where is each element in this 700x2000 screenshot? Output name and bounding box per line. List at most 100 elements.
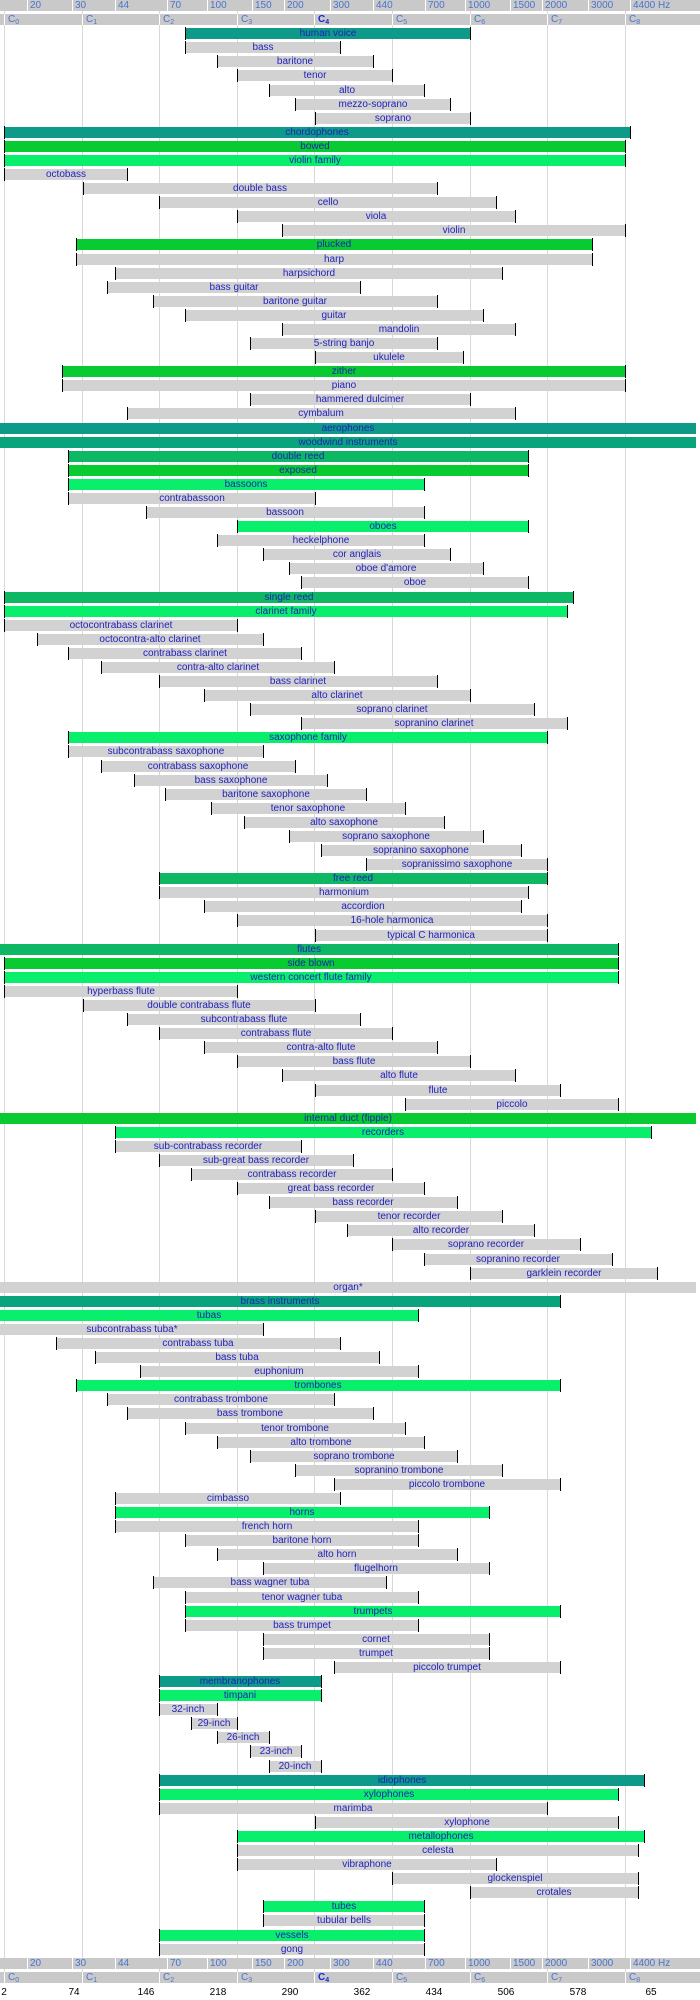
octave-label-c2: C2 xyxy=(163,14,175,26)
instrument-row: octobass xyxy=(0,168,700,181)
range-bar-label: soprano trombone xyxy=(313,1451,395,1462)
family-range-bar xyxy=(4,972,618,983)
range-end-tick xyxy=(217,1731,218,1744)
range-bar-label: sub-contrabass recorder xyxy=(153,1141,263,1152)
frequency-scale-top: 20 30 44 70 100 150 200 300 440 700 1000 1500 2000 30… xyxy=(0,0,700,11)
instrument-range-bar xyxy=(315,1817,618,1828)
range-end-tick xyxy=(76,253,77,266)
range-bar-label: baritone horn xyxy=(272,1535,332,1546)
octave-gridline xyxy=(392,0,393,1983)
range-end-tick xyxy=(185,1591,186,1604)
range-end-tick xyxy=(502,1210,503,1223)
range-end-tick xyxy=(618,971,619,984)
instrument-range-bar xyxy=(83,183,437,194)
instrument-range-bar xyxy=(191,1718,237,1729)
instrument-range-bar xyxy=(315,930,547,941)
instrument-range-bar xyxy=(185,1620,418,1631)
instrument-range-bar xyxy=(68,493,315,504)
range-bar-label: subcontrabass flute xyxy=(200,1014,288,1025)
range-bar-label: membranophones xyxy=(199,1676,281,1687)
instrument-range-bar xyxy=(146,507,424,518)
instrument-row: subcontrabass flute xyxy=(0,1013,700,1026)
instrument-row: subcontrabass saxophone xyxy=(0,745,700,758)
instrument-row: harp xyxy=(0,253,700,266)
range-bar-label: hyperbass flute xyxy=(87,986,155,997)
range-bar-label: soprano xyxy=(374,113,412,124)
instrument-range-bar xyxy=(165,789,366,800)
instrument-row: metallophones xyxy=(0,1830,700,1843)
octave-gridline xyxy=(625,0,626,1983)
range-end-tick xyxy=(191,1168,192,1181)
ruler-mark-label: 2 xyxy=(1,1987,7,1998)
octave-label-c4: C4 xyxy=(318,1972,330,1984)
instrument-row: tenor trombone xyxy=(0,1422,700,1435)
range-end-tick xyxy=(340,41,341,54)
octave-tick xyxy=(547,14,548,25)
range-end-tick xyxy=(424,1914,425,1927)
instrument-row: sopranino trombone xyxy=(0,1464,700,1477)
range-end-tick xyxy=(295,760,296,773)
range-end-tick xyxy=(217,534,218,547)
instrument-range-bar xyxy=(95,1352,379,1363)
range-end-tick xyxy=(379,1351,380,1364)
range-end-tick xyxy=(315,999,316,1012)
range-end-tick xyxy=(282,1069,283,1082)
range-end-tick xyxy=(573,591,574,604)
range-end-tick xyxy=(547,731,548,744)
range-end-tick xyxy=(386,1576,387,1589)
range-bar-label: recorders xyxy=(361,1127,405,1138)
range-end-tick xyxy=(237,1858,238,1871)
range-end-tick xyxy=(470,112,471,125)
instrument-row: hyperbass flute xyxy=(0,985,700,998)
range-end-tick xyxy=(405,1098,406,1111)
frequency-tick-label: 4400 Hz xyxy=(633,0,671,11)
range-end-tick xyxy=(115,1140,116,1153)
instrument-row: glockenspiel xyxy=(0,1872,700,1885)
instrument-range-bar xyxy=(301,577,528,588)
range-bar-label: garklein recorder xyxy=(526,1268,602,1279)
ruler-mark-label: 362 xyxy=(353,1987,371,1998)
frequency-tick xyxy=(373,1958,374,1969)
family-range-bar xyxy=(62,366,625,377)
octave-tick xyxy=(314,14,315,25)
family-range-bar xyxy=(4,592,573,603)
range-end-tick xyxy=(580,1238,581,1251)
ruler-mark-label: 506 xyxy=(497,1987,515,1998)
octave-scale-top: C0 C1 C2 C3 C4 C5 C6 C7 C8 xyxy=(0,14,700,26)
frequency-tick xyxy=(510,1958,511,1969)
instrument-row: plucked xyxy=(0,238,700,251)
octave-tick xyxy=(547,1972,548,1983)
range-bar-label: bass flute xyxy=(332,1056,376,1067)
octave-label-c6: C6 xyxy=(474,1972,486,1984)
range-end-tick xyxy=(127,168,128,181)
range-end-tick xyxy=(528,464,529,477)
instrument-row: bass trombone xyxy=(0,1407,700,1420)
instrument-row: alto clarinet xyxy=(0,689,700,702)
range-end-tick xyxy=(321,1675,322,1688)
range-end-tick xyxy=(315,929,316,942)
octave-label-c1: C1 xyxy=(86,1972,98,1984)
instrument-range-bar xyxy=(159,1944,424,1955)
instrument-range-bar xyxy=(159,1155,353,1166)
family-range-bar xyxy=(159,1789,618,1800)
range-bar-label: bass recorder xyxy=(332,1197,394,1208)
range-bar-label: harpsichord xyxy=(282,268,336,279)
range-end-tick xyxy=(528,450,529,463)
instrument-row: oboe xyxy=(0,576,700,589)
instrument-row: ukulele xyxy=(0,351,700,364)
range-end-tick xyxy=(392,1027,393,1040)
ruler-mark-label: 74 xyxy=(68,1987,80,1998)
range-bar-label: contra-alto clarinet xyxy=(176,662,260,673)
range-bar-label: subcontrabass tuba* xyxy=(86,1324,178,1335)
range-bar-label: euphonium xyxy=(254,1366,304,1377)
instrument-row: alto saxophone xyxy=(0,816,700,829)
instrument-row: tenor xyxy=(0,69,700,82)
range-bar-label: sopranino clarinet xyxy=(394,718,474,729)
range-end-tick xyxy=(547,858,548,871)
ruler-mark-label: 146 xyxy=(137,1987,155,1998)
instrument-range-bar xyxy=(134,775,327,786)
range-end-tick xyxy=(644,1774,645,1787)
instrument-row: baritone saxophone xyxy=(0,788,700,801)
range-end-tick xyxy=(115,267,116,280)
instrument-row: woodwind instruments xyxy=(0,437,700,448)
